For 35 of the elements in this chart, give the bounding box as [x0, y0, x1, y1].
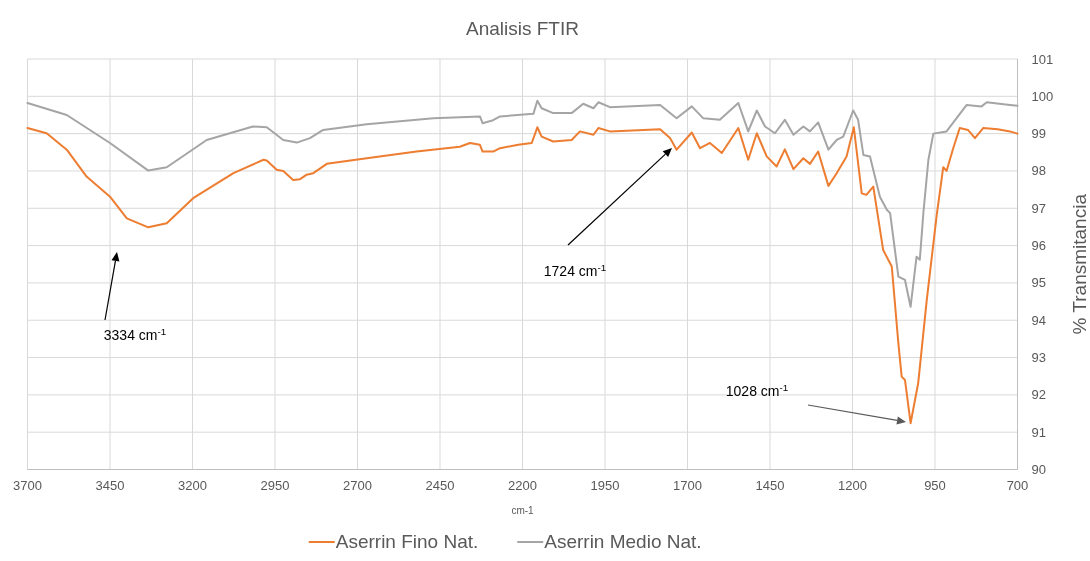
y-tick-label: 90	[1031, 462, 1046, 477]
x-tick-label: 1450	[755, 477, 785, 493]
y-tick-label: 99	[1031, 126, 1046, 142]
y-tick-label: 96	[1031, 238, 1046, 254]
y-tick-label: 94	[1031, 312, 1046, 328]
y-tick-label: 95	[1031, 275, 1046, 291]
y-tick-label: 97	[1031, 200, 1046, 216]
x-tick-label: 2950	[260, 477, 290, 493]
annotation: 1028 cm$^{-1}$	[725, 381, 789, 399]
y-tick-label: 101	[1031, 51, 1054, 67]
legend-label: Aserrin Medio Nat.	[544, 531, 702, 552]
x-tick-label: 1700	[673, 477, 702, 493]
line-series	[26, 99, 1019, 308]
x-tick-label: 3200	[178, 477, 207, 493]
y-tick-label: 100	[1031, 88, 1054, 104]
x-tick-label: 1950	[590, 477, 620, 493]
annotation: 1724 cm$^{-1}$	[543, 261, 607, 279]
y-tick-label: 91	[1031, 424, 1046, 440]
y-axis-title: % Transmitancia	[1068, 193, 1090, 335]
annotation: 3334 cm$^{-1}$	[103, 325, 167, 343]
y-tick-label: 93	[1031, 350, 1046, 366]
y-tick-label: 92	[1031, 387, 1046, 403]
x-tick-label: 700	[1006, 477, 1029, 493]
y-tick-label: 98	[1031, 163, 1046, 179]
x-tick-label: 950	[924, 477, 946, 493]
x-tick-label: 1200	[838, 477, 867, 493]
legend-label: Aserrin Fino Nat.	[335, 531, 479, 552]
x-tick-label: 2450	[425, 477, 455, 493]
x-tick-label: 2200	[508, 477, 537, 493]
x-tick-label: 3450	[95, 477, 125, 493]
x-tick-label: 2700	[343, 477, 372, 493]
x-axis-title: cm-1	[511, 504, 535, 516]
x-tick-label: 3700	[13, 477, 42, 493]
chart-title: Analisis FTIR	[466, 18, 579, 39]
line-series	[26, 126, 1019, 425]
